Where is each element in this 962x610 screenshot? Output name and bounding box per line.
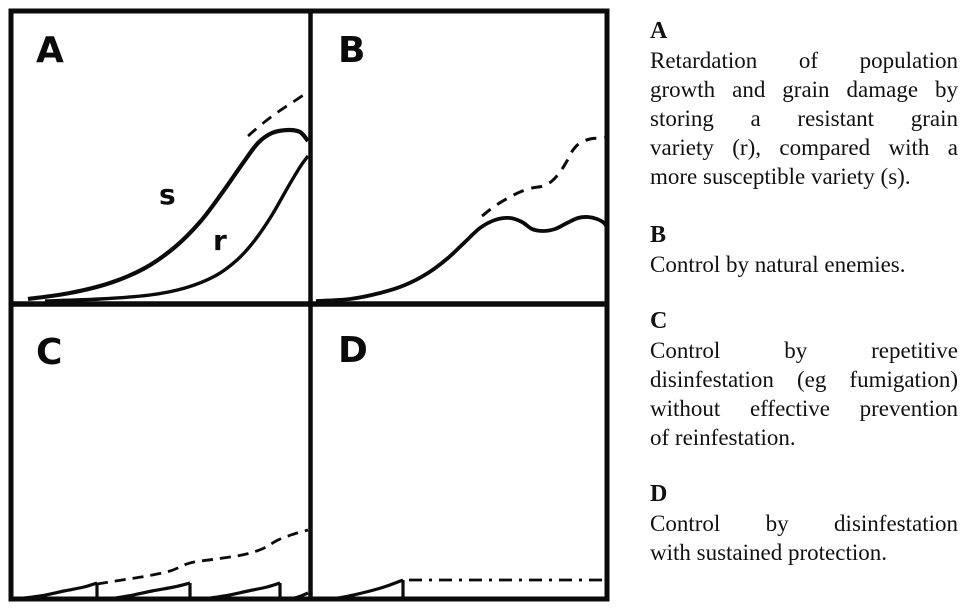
caption-line: variety (r), compared with a <box>650 135 958 160</box>
caption-line: with sustained protection. <box>650 540 887 565</box>
panel-c-cumulative-damage-curve <box>96 528 309 586</box>
caption-d: D Control by disinfestation with sustaine… <box>650 479 958 567</box>
panel-c-sawtooth-population-curve <box>285 591 309 602</box>
caption-a-header: A <box>650 18 668 44</box>
caption-a-text: Retardation of population growth and grai… <box>650 46 958 191</box>
caption-d-text: Control by disinfestation with sustained … <box>650 509 958 567</box>
caption-b-text: Control by natural enemies. <box>650 250 958 279</box>
caption-line: more susceptible variety (s). <box>650 164 911 189</box>
caption-line: without effective prevention <box>650 396 958 421</box>
caption-line: disinfestation (eg fumigation) <box>650 367 958 392</box>
panel-c-sawtooth-population-curve <box>15 581 98 601</box>
panel-d-initial-infestation-curve <box>315 578 404 602</box>
caption-line: of reinfestation. <box>650 425 796 450</box>
panel-c-sawtooth-population-curve <box>195 581 281 602</box>
caption-b: B Control by natural enemies. <box>650 220 958 279</box>
panel-b-controlled-population-curve <box>315 215 610 303</box>
caption-c-text: Control by repetitive disinfestation (eg … <box>650 336 958 452</box>
panel-c-sawtooth-population-curve <box>102 581 191 602</box>
caption-d-header: D <box>650 481 668 507</box>
panel-a-uncontrolled-trend-curve <box>247 90 309 138</box>
caption-c: C Control by repetitive disinfestation (e… <box>650 306 958 452</box>
caption-b-header: B <box>650 222 667 248</box>
four-panel-figure: A B C D s r <box>8 8 610 602</box>
curve-r-label: r <box>213 224 227 257</box>
caption-line: Retardation of population <box>650 48 958 73</box>
caption-c-header: C <box>650 308 668 334</box>
caption-a: A Retardation of population growth and gr… <box>650 16 958 191</box>
curve-s-label: s <box>159 178 176 211</box>
caption-column: A Retardation of population growth and gr… <box>650 0 958 610</box>
caption-line: growth and grain damage by <box>650 77 958 102</box>
panel-a-r-variety-curve <box>44 154 310 303</box>
panel-a-label: A <box>36 30 64 71</box>
panel-c-label: C <box>36 332 62 373</box>
panel-b-uncontrolled-trend-curve <box>481 135 609 218</box>
panel-d-label: D <box>338 330 368 371</box>
curves-layer <box>15 90 610 602</box>
caption-line: Control by repetitive <box>650 338 958 363</box>
panel-a-s-variety-curve <box>27 127 310 302</box>
panel-b-label: B <box>338 30 365 71</box>
caption-line: Control by disinfestation <box>650 511 958 536</box>
caption-line: storing a resistant grain <box>650 106 958 131</box>
caption-line: Control by natural enemies. <box>650 252 906 277</box>
